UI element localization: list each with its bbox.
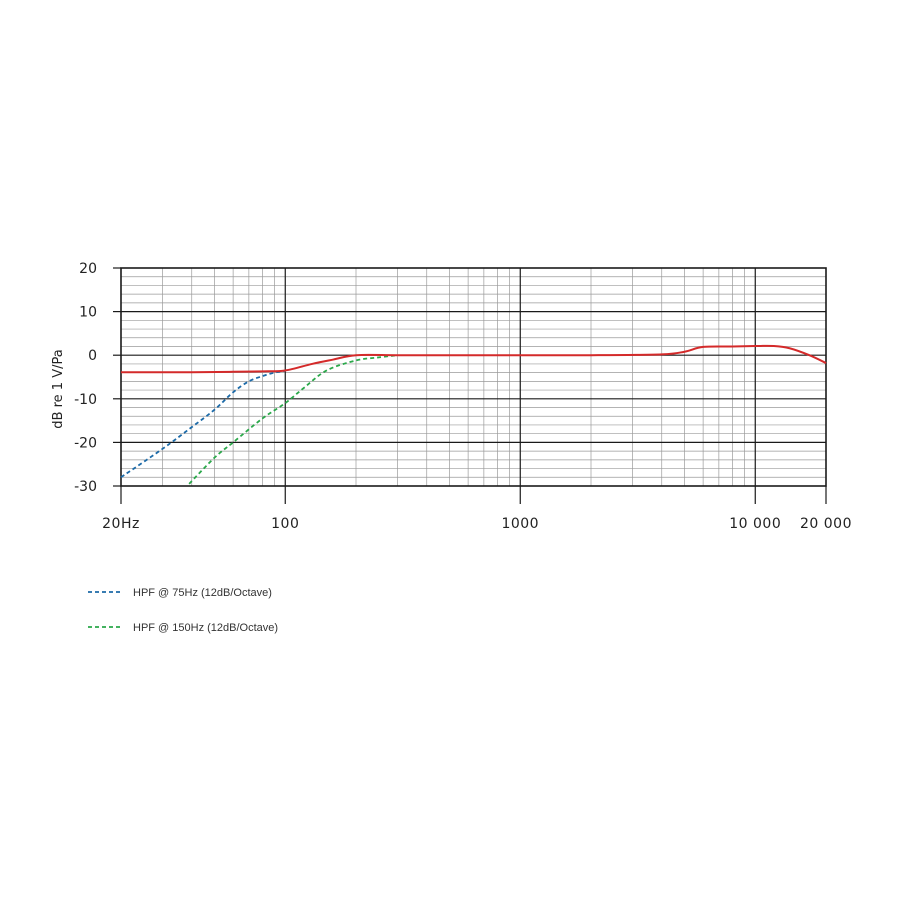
legend-entry-label: HPF @ 150Hz (12dB/Octave): [133, 622, 278, 634]
legend: HPF @ 75Hz (12dB/Octave) HPF @ 150Hz (12d…: [88, 587, 278, 634]
x-tick-label: 1000: [501, 516, 539, 532]
x-axis-ticks: 20Hz 100 1000 10 000 20 000: [102, 486, 852, 532]
y-tick-label: -20: [74, 435, 97, 451]
y-tick-label: 20: [79, 261, 97, 277]
y-tick-label: 10: [79, 305, 97, 321]
y-tick-label: -30: [74, 479, 97, 495]
plot-frame: [120, 267, 827, 487]
y-axis-ticks: 20 10 0 -10 -20 -30: [74, 261, 121, 495]
x-tick-label: 10 000: [729, 516, 781, 532]
series-layer: [120, 344, 827, 485]
y-tick-label: 0: [88, 348, 97, 364]
x-tick-label: 20Hz: [102, 516, 140, 532]
x-tick-label: 100: [271, 516, 299, 532]
response-series-line: [120, 344, 827, 374]
legend-entry-label: HPF @ 75Hz (12dB/Octave): [133, 587, 272, 599]
minor-gridlines: [121, 268, 826, 486]
y-tick-label: -10: [74, 392, 97, 408]
x-tick-label: 20 000: [800, 516, 852, 532]
y-axis-label: dB re 1 V/Pa: [51, 349, 66, 428]
hpf-series-line: [120, 370, 286, 479]
